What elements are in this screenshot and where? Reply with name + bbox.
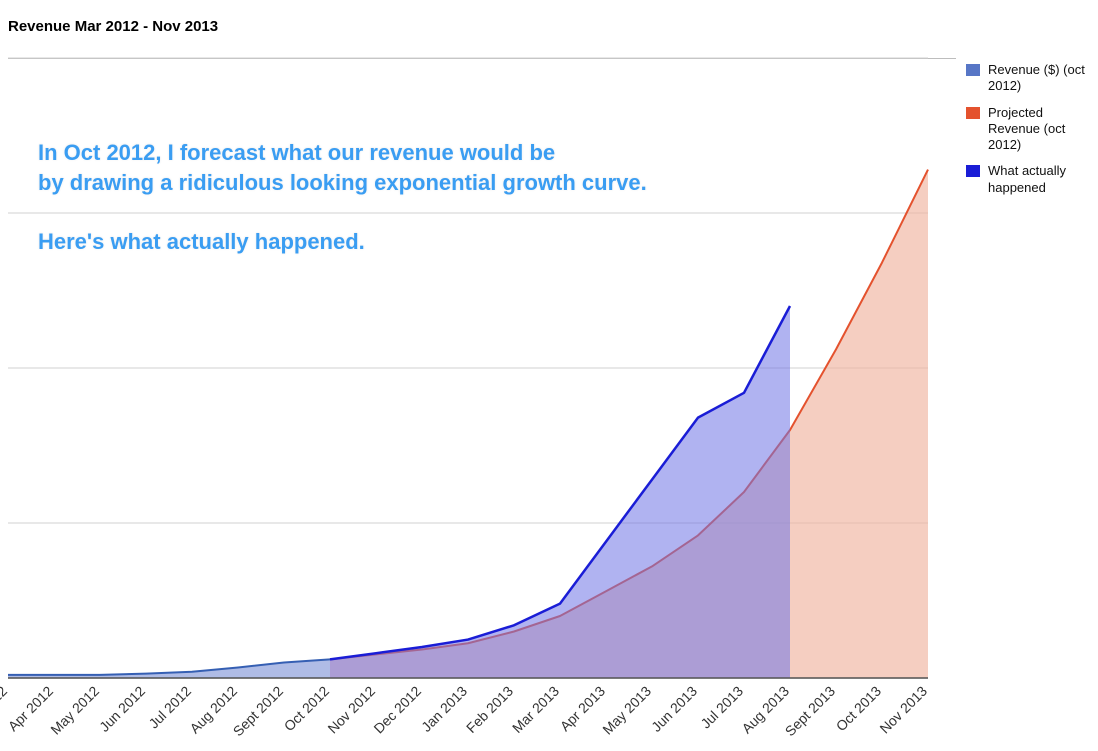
x-axis-label: Jun 2013 [648,683,700,735]
x-axis-label: Dec 2012 [370,683,424,737]
chart-legend: Revenue ($) (oct 2012) Projected Revenue… [966,62,1094,206]
series-area [330,306,790,678]
x-axis-label: Jan 2013 [418,683,470,735]
chart-title: Revenue Mar 2012 - Nov 2013 [8,18,218,35]
legend-label: What actually happened [988,163,1094,196]
legend-swatch [966,107,980,119]
x-axis-label: Sept 2013 [782,683,839,740]
x-axis-label: May 2012 [47,683,102,738]
x-axis-label: Feb 2013 [463,683,516,736]
legend-label: Revenue ($) (oct 2012) [988,62,1094,95]
legend-label: Projected Revenue (oct 2012) [988,105,1094,154]
x-axis-label: May 2013 [599,683,654,738]
chart-plot-area: Mar 2012Apr 2012May 2012Jun 2012Jul 2012… [8,58,928,678]
legend-item: What actually happened [966,163,1094,196]
x-axis-label: Sept 2012 [230,683,287,740]
x-axis-label: Mar 2013 [509,683,562,736]
x-axis-label: Jun 2012 [96,683,148,735]
legend-swatch [966,165,980,177]
legend-item: Revenue ($) (oct 2012) [966,62,1094,95]
x-axis-label: Nov 2013 [876,683,930,737]
x-axis-label: Nov 2012 [324,683,378,737]
legend-swatch [966,64,980,76]
chart-annotation-text: In Oct 2012, I forecast what our revenue… [38,138,647,257]
legend-item: Projected Revenue (oct 2012) [966,105,1094,154]
